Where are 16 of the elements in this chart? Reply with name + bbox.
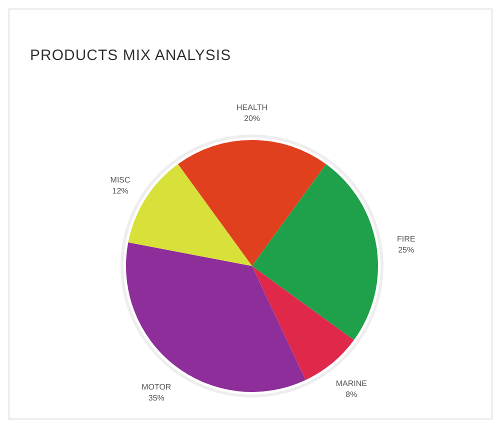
slice-label: FIRE	[396, 234, 416, 244]
data-label: 12%	[112, 186, 128, 196]
slice-label: MARINE	[336, 379, 367, 388]
slice-label: MISC	[110, 175, 131, 184]
pie-slice	[252, 266, 354, 380]
pie-slice	[128, 164, 252, 266]
slice-label: HEALTH	[236, 103, 268, 112]
data-label: 8%	[346, 390, 358, 400]
pie-slice	[126, 242, 306, 392]
chart-title: PRODUCTS MIX ANALYSIS	[30, 47, 232, 64]
data-label: 25%	[398, 246, 414, 255]
data-label: 20%	[244, 114, 260, 123]
slice-label: MOTOR	[142, 382, 172, 392]
data-label: 35%	[148, 393, 164, 402]
pie-slice	[178, 140, 326, 266]
pie-slice	[252, 164, 378, 340]
